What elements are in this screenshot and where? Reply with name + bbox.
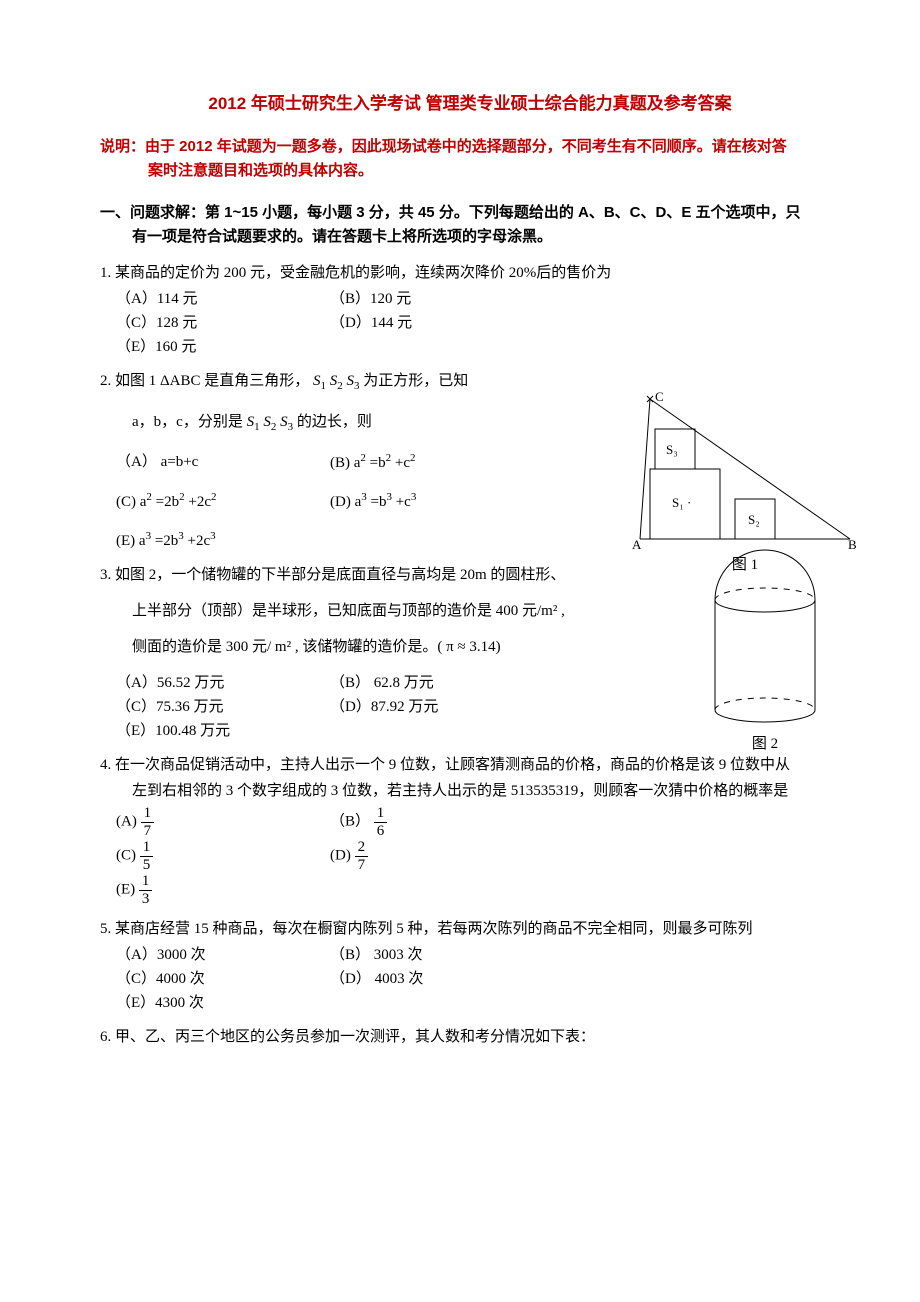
q2-opt-d: (D) a3 =b3 +c3 (330, 489, 590, 514)
q5-opt-e: （E）4300 次 (100, 991, 330, 1015)
q2-opt-b: (B) a2 =b2 +c2 (330, 450, 590, 475)
q3-opt-d: （D）87.92 万元 (330, 695, 590, 719)
q4e-lbl: (E) (116, 882, 135, 898)
q2d-1: (D) a (330, 494, 361, 510)
q2e-2: =2b (151, 533, 178, 549)
label-b: B (848, 537, 857, 549)
q4-opt-b: （B） 16 (330, 805, 590, 839)
q4b-den: 6 (374, 823, 388, 840)
q2c-2: =2b (152, 494, 179, 510)
q4-line-1: 4. 在一次商品促销活动中，主持人出示一个 9 位数，让顾客猜测商品的价格，商品… (100, 753, 840, 777)
q5-text: 5. 某商店经营 15 种商品，每次在橱窗内陈列 5 种，若每两次陈列的商品不完… (100, 917, 840, 941)
q4b-lbl: （B） (330, 814, 370, 830)
label-s3: S₃ (666, 442, 678, 457)
q2-l2-post: 的边长，则 (293, 414, 372, 430)
q4a-lbl: (A) (116, 814, 137, 830)
q2d-2: =b (367, 494, 387, 510)
section-1-l2: 有一项是符合试题要求的。请在答题卡上将所选项的字母涂黑。 (100, 225, 840, 249)
question-5: 5. 某商店经营 15 种商品，每次在橱窗内陈列 5 种，若每两次陈列的商品不完… (100, 917, 840, 1015)
q2-l1-pre: 2. 如图 1 ΔABC 是直角三角形， (100, 373, 313, 389)
q3-opt-a: （A）56.52 万元 (100, 671, 330, 695)
triangle-diagram: C A B S₁ · S₂ S₃ (630, 389, 860, 549)
q6-text: 6. 甲、乙、丙三个地区的公务员参加一次测评，其人数和考分情况如下表： (100, 1025, 840, 1049)
q2b-1: (B) a (330, 455, 360, 471)
q4b-num: 1 (374, 805, 388, 823)
page-title: 2012 年硕士研究生入学考试 管理类专业硕士综合能力真题及参考答案 (100, 90, 840, 117)
q4e-num: 1 (139, 873, 153, 891)
q4d-num: 2 (355, 839, 369, 857)
q3-opt-e: （E）100.48 万元 (100, 719, 330, 743)
q2-opt-c: (C) a2 =2b2 +2c2 (100, 489, 330, 514)
q5-opt-b: （B） 3003 次 (330, 943, 590, 967)
q4-opt-a: (A) 17 (100, 805, 330, 839)
q2e-1: (E) a (116, 533, 146, 549)
q2e-3: +2c (184, 533, 210, 549)
q2b-3: +c (391, 455, 410, 471)
q4a-den: 7 (141, 823, 155, 840)
question-1: 1. 某商品的定价为 200 元，受金融危机的影响，连续两次降价 20%后的售价… (100, 261, 840, 359)
label-a: A (632, 537, 642, 549)
q4-line-2: 左到右相邻的 3 个数字组成的 3 位数，若主持人出示的是 513535319，… (100, 779, 840, 803)
q1-opt-d: （D）144 元 (330, 311, 590, 335)
q1-opt-e: （E）160 元 (100, 335, 330, 359)
q2c-1: (C) a (116, 494, 146, 510)
q4-opt-c: (C) 15 (100, 839, 330, 873)
q2b-2: =b (366, 455, 386, 471)
q4-opt-e: (E) 13 (100, 873, 330, 907)
q1-text: 1. 某商品的定价为 200 元，受金融危机的影响，连续两次降价 20%后的售价… (100, 261, 840, 285)
q2-opt-a: （A） a=b+c (100, 450, 330, 475)
q3-opt-c: （C）75.36 万元 (100, 695, 330, 719)
q4c-lbl: (C) (116, 848, 136, 864)
figure-2-caption: 图 2 (700, 732, 830, 756)
section-1-header: 一、问题求解：第 1~15 小题，每小题 3 分，共 45 分。下列每题给出的 … (100, 201, 840, 249)
cylinder-diagram (700, 545, 830, 730)
q1-opt-a: （A）114 元 (100, 287, 330, 311)
q4c-den: 5 (140, 857, 154, 874)
q4-opt-d: (D) 27 (330, 839, 590, 873)
q4d-den: 7 (355, 857, 369, 874)
q4a-num: 1 (141, 805, 155, 823)
section-1-l1: 一、问题求解：第 1~15 小题，每小题 3 分，共 45 分。下列每题给出的 … (100, 201, 840, 225)
exam-note: 说明：由于 2012 年试题为一题多卷，因此现场试卷中的选择题部分，不同考生有不… (100, 135, 840, 183)
q2d-3: +c (392, 494, 411, 510)
question-3: 3. 如图 2，一个储物罐的下半部分是底面直径与高均是 20m 的圆柱形、 上半… (100, 563, 840, 743)
q2-l2-pre: a，b，c，分别是 (132, 414, 247, 430)
label-c: C (655, 389, 664, 404)
q4d-lbl: (D) (330, 848, 351, 864)
q3-opt-b: （B） 62.8 万元 (330, 671, 590, 695)
q4c-num: 1 (140, 839, 154, 857)
label-s2: S₂ (748, 512, 760, 527)
question-2: 2. 如图 1 ΔABC 是直角三角形， S1 S2 S3 为正方形，已知 a，… (100, 369, 840, 553)
q2-opt-e: (E) a3 =2b3 +2c3 (100, 528, 330, 553)
q5-opt-d: （D） 4003 次 (330, 967, 590, 991)
question-4: 4. 在一次商品促销活动中，主持人出示一个 9 位数，让顾客猜测商品的价格，商品… (100, 753, 840, 907)
q2c-3: +2c (185, 494, 211, 510)
figure-2: 图 2 (700, 545, 830, 756)
q5-opt-c: （C）4000 次 (100, 967, 330, 991)
note-line-1: 说明：由于 2012 年试题为一题多卷，因此现场试卷中的选择题部分，不同考生有不… (100, 135, 840, 159)
q1-opt-c: （C）128 元 (100, 311, 330, 335)
note-line-2: 案时注意题目和选项的具体内容。 (100, 159, 840, 183)
q1-opt-b: （B）120 元 (330, 287, 590, 311)
q4e-den: 3 (139, 891, 153, 908)
question-6: 6. 甲、乙、丙三个地区的公务员参加一次测评，其人数和考分情况如下表： (100, 1025, 840, 1049)
label-s1: S₁ · (672, 495, 691, 510)
q5-opt-a: （A）3000 次 (100, 943, 330, 967)
q2-l1-mid: 为正方形，已知 (360, 373, 469, 389)
